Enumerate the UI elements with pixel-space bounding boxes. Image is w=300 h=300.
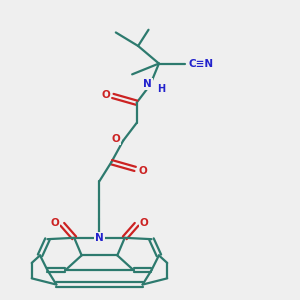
Text: C≡N: C≡N (189, 58, 214, 68)
Text: N: N (95, 233, 104, 243)
Text: N: N (143, 79, 152, 89)
Text: O: O (138, 166, 147, 176)
Text: H: H (157, 84, 165, 94)
Text: O: O (111, 134, 120, 144)
Text: O: O (101, 90, 110, 100)
Text: O: O (140, 218, 148, 228)
Text: O: O (50, 218, 59, 228)
